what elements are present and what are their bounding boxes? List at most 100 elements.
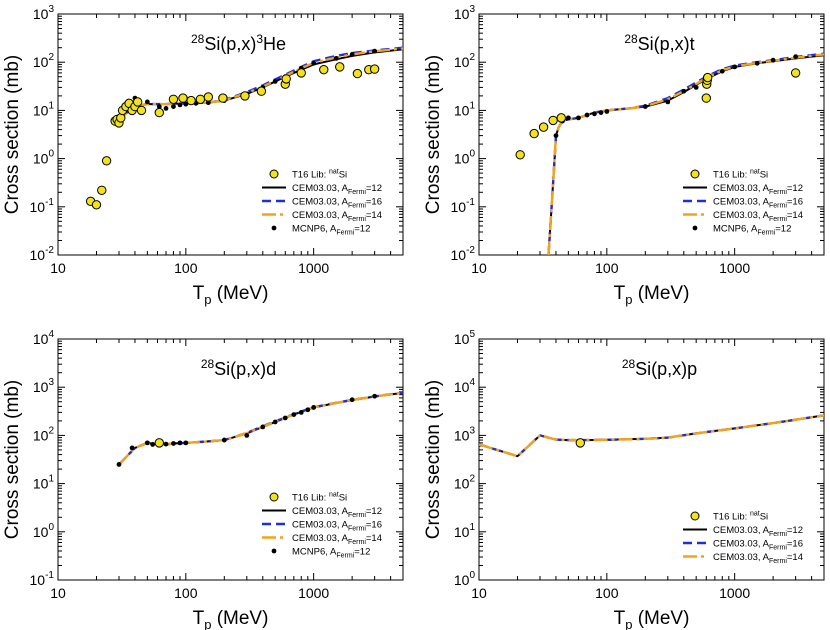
legend-text-tail: Si [339,493,347,504]
mcnp6-point [576,115,581,121]
x-axis-label-units: (MeV) [211,283,268,304]
x-axis-label-main: T [614,283,626,304]
legend-marker-dot [271,548,277,554]
legend-label: T16 Lib: natSi [292,169,347,181]
legend-item: CEM03.03, AFermi=16 [262,197,382,210]
legend-text: CEM03.03, A [713,197,770,208]
y-tick-exponent: 0 [48,522,54,533]
y-tick-exponent: -2 [466,245,475,256]
x-tick-label: 10 [471,585,487,601]
y-tick-label: 10-2 [30,245,55,263]
experimental-point [154,107,164,118]
legend-label: MCNP6, AFermi=12 [713,224,791,237]
y-tick-base: 10 [33,427,49,443]
legend-item: T16 Lib: natSi [690,511,768,523]
experimental-point [97,185,107,195]
y-tick-exponent: 1 [48,100,54,111]
mcnp6-point [129,445,135,451]
legend-item: CEM03.03, AFermi=16 [262,520,382,533]
legend-text-tail: Si [760,170,768,181]
plot-frame [478,338,825,581]
legend-text-tail: =16 [787,197,803,208]
experimental-point [319,64,329,75]
mcnp6-point [333,55,339,61]
series-line-cem03-03-afermi-12 [479,414,824,458]
legend-label: CEM03.03, AFermi=16 [292,520,382,533]
mcnp6-point [244,433,250,438]
y-tick-base: 10 [454,331,470,347]
x-axis-label-subscript: p [204,292,211,307]
y-tick-base: 10 [454,102,470,118]
legend-text: T16 Lib: [292,170,329,181]
legend-subscript: Fermi [348,203,366,210]
legend-item: CEM03.03, AFermi=14 [683,552,803,565]
y-tick-label: 101 [454,522,476,540]
experimental-point [203,92,214,102]
experimental-point [701,93,711,103]
mcnp6-point [592,111,597,117]
mcnp6-point [171,104,176,109]
experimental-point [790,68,801,78]
mcnp6-point [183,101,189,107]
experimental-point [154,438,164,448]
y-tick-base: 10 [454,524,470,540]
experimental-point [91,200,102,210]
x-tick-label: 1000 [298,585,329,601]
experimental-point [178,93,188,103]
legend-subscript: Fermi [757,230,775,237]
legend-text: MCNP6, A [713,224,758,235]
y-tick-exponent: 3 [469,425,475,436]
experimental-point [132,97,143,107]
plot-frame [57,13,404,256]
mcnp6-point [311,405,317,410]
title-mass-number: 28 [624,32,638,46]
legend-marker-data [269,492,279,502]
legend-item: T16 Lib: natSi [269,492,347,504]
legend-subscript: Fermi [769,558,787,565]
mcnp6-point [260,424,266,430]
legend-text-tail: =12 [787,525,803,536]
legend-text-tail: =14 [366,210,382,221]
x-ticks: 10 100 1000 [471,339,825,601]
experimental-point [575,438,585,448]
x-tick-label: 1000 [298,260,329,276]
mcnp6-point [150,442,156,447]
legend-text-tail: =12 [366,506,382,517]
series-group [479,414,824,458]
y-tick-base: 10 [454,427,470,443]
legend-text: MCNP6, A [292,224,337,235]
legend-marker-data [269,169,279,179]
mcnp6-point [693,85,699,90]
y-tick-base: 10 [30,199,46,215]
experimental-point [240,91,250,101]
x-tick-label: 100 [595,585,619,601]
y-tick-label: 100 [33,149,55,167]
legend-text-tail: =14 [366,533,382,544]
legend-label: CEM03.03, AFermi=12 [292,183,382,196]
y-tick-exponent: 1 [469,522,475,533]
legend-text: T16 Lib: [292,493,329,504]
series-line-cem03-03-afermi-16 [479,414,824,458]
y-tick-base: 10 [33,379,49,395]
y-tick-exponent: -2 [45,245,54,256]
y-tick-base: 10 [33,331,49,347]
y-tick-label: 100 [454,570,476,588]
legend-subscript: Fermi [769,545,787,552]
y-tick-label: 103 [454,4,476,22]
series-line-cem03-03-afermi-12 [118,391,403,466]
y-tick-label: 10-1 [30,570,55,588]
mcnp6-point [604,109,610,114]
legend-marker-data [690,511,700,521]
legend-subscript: Fermi [336,553,354,560]
y-tick-label: 105 [454,329,476,347]
legend-label: CEM03.03, AFermi=16 [713,539,803,552]
mcnp6-point [584,112,590,118]
panel-title: 28Si(p,x)3He [191,32,286,54]
mcnp6-point [272,78,278,84]
y-tick-base: 10 [30,572,46,588]
legend-text: CEM03.03, A [713,210,770,221]
experimental-point [186,95,196,106]
panel-title: 28Si(p,x)p [622,357,697,379]
legend-label: MCNP6, AFermi=12 [292,547,370,560]
